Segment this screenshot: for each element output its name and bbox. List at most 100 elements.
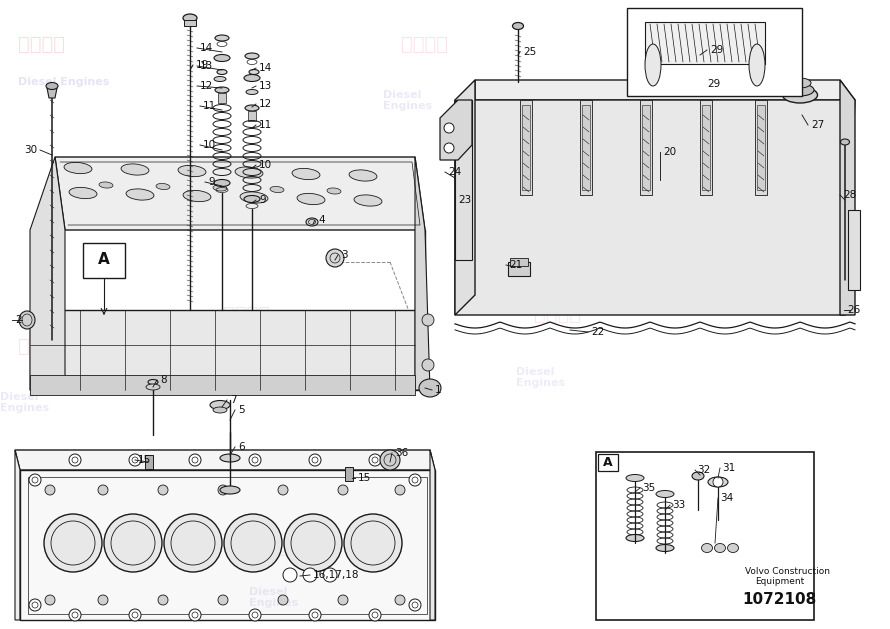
Ellipse shape: [244, 74, 260, 82]
Polygon shape: [455, 100, 855, 315]
Text: 36: 36: [395, 448, 409, 458]
Circle shape: [278, 485, 288, 495]
Bar: [848, 210, 860, 290]
Circle shape: [98, 595, 108, 605]
Circle shape: [189, 454, 201, 466]
Text: 11: 11: [259, 120, 272, 130]
Text: 21: 21: [509, 260, 522, 270]
Ellipse shape: [121, 164, 149, 175]
Ellipse shape: [214, 77, 226, 82]
Text: 10: 10: [259, 160, 272, 170]
Polygon shape: [640, 100, 652, 195]
Text: 34: 34: [720, 493, 733, 503]
Polygon shape: [415, 157, 430, 390]
Ellipse shape: [354, 195, 382, 206]
Circle shape: [284, 514, 342, 572]
Polygon shape: [415, 230, 425, 390]
Text: 15: 15: [138, 455, 151, 465]
Bar: [83, 243, 125, 278]
Circle shape: [98, 485, 108, 495]
Text: Diesel
Engines: Diesel Engines: [0, 392, 49, 413]
Polygon shape: [30, 157, 65, 390]
Circle shape: [129, 454, 141, 466]
Circle shape: [218, 485, 228, 495]
Polygon shape: [755, 100, 767, 195]
Bar: [596, 452, 814, 620]
Text: 紫发动力: 紫发动力: [400, 35, 448, 53]
Polygon shape: [642, 105, 650, 190]
Text: 5: 5: [238, 405, 245, 415]
Circle shape: [45, 595, 55, 605]
Polygon shape: [30, 310, 415, 390]
Text: 9: 9: [259, 195, 265, 205]
Circle shape: [369, 454, 381, 466]
Text: 1: 1: [435, 385, 441, 395]
Circle shape: [224, 514, 282, 572]
Polygon shape: [440, 100, 472, 160]
Ellipse shape: [727, 543, 739, 552]
Polygon shape: [430, 450, 435, 620]
Ellipse shape: [213, 185, 227, 191]
Polygon shape: [840, 80, 855, 315]
Ellipse shape: [69, 187, 97, 199]
Ellipse shape: [214, 179, 230, 187]
Circle shape: [409, 474, 421, 486]
Text: 20: 20: [663, 147, 676, 157]
Text: 14: 14: [259, 63, 272, 73]
Text: 35: 35: [642, 483, 655, 493]
Polygon shape: [15, 450, 20, 620]
Text: A: A: [98, 252, 109, 267]
Circle shape: [249, 454, 261, 466]
Ellipse shape: [786, 84, 814, 96]
Text: 19: 19: [196, 60, 209, 70]
Ellipse shape: [245, 53, 259, 59]
Text: 紫发动力: 紫发动力: [18, 35, 65, 53]
Polygon shape: [30, 375, 415, 395]
Ellipse shape: [220, 486, 240, 494]
Circle shape: [158, 595, 168, 605]
Circle shape: [422, 314, 434, 326]
Text: 31: 31: [722, 463, 735, 473]
Text: 30: 30: [24, 145, 37, 155]
Polygon shape: [455, 100, 472, 260]
Ellipse shape: [146, 384, 160, 390]
Ellipse shape: [178, 165, 206, 177]
Circle shape: [29, 599, 41, 611]
Ellipse shape: [244, 196, 260, 203]
Text: Diesel
Engines: Diesel Engines: [383, 90, 432, 111]
Text: 2: 2: [15, 315, 21, 325]
Ellipse shape: [701, 543, 713, 552]
Polygon shape: [475, 80, 855, 100]
Bar: [598, 454, 618, 471]
Text: 15: 15: [358, 473, 371, 483]
Circle shape: [409, 599, 421, 611]
Polygon shape: [702, 105, 710, 190]
Text: 29: 29: [708, 79, 721, 89]
Ellipse shape: [270, 186, 284, 192]
Text: 8: 8: [160, 375, 166, 385]
Text: 紫发动力: 紫发动力: [222, 305, 270, 324]
Text: 26: 26: [847, 305, 861, 315]
Ellipse shape: [19, 311, 35, 329]
Circle shape: [104, 514, 162, 572]
Ellipse shape: [656, 545, 674, 552]
Ellipse shape: [840, 139, 849, 145]
Ellipse shape: [215, 87, 229, 93]
Bar: [508, 262, 530, 276]
Text: 紫发动力: 紫发动力: [534, 305, 581, 324]
Text: Diesel
Engines: Diesel Engines: [249, 587, 298, 608]
Text: Diesel
Engines: Diesel Engines: [205, 367, 254, 388]
Bar: [510, 258, 528, 266]
Circle shape: [422, 359, 434, 371]
Ellipse shape: [513, 23, 523, 30]
Polygon shape: [582, 105, 590, 190]
Polygon shape: [55, 157, 425, 230]
Ellipse shape: [213, 407, 227, 413]
Ellipse shape: [183, 14, 197, 22]
Text: 3: 3: [341, 250, 348, 260]
Text: 16,17,18: 16,17,18: [313, 570, 360, 580]
Text: 32: 32: [697, 465, 710, 475]
Ellipse shape: [349, 170, 377, 181]
Text: 11: 11: [203, 101, 216, 111]
Circle shape: [326, 249, 344, 267]
